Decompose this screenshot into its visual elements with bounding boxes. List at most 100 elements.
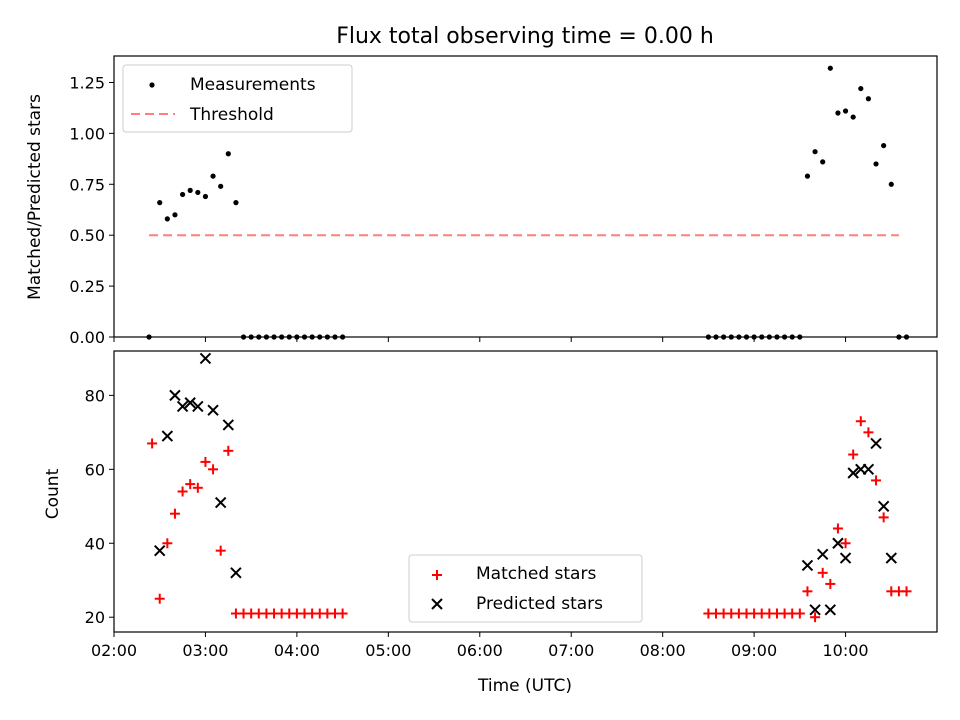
cross-b [877,500,890,512]
measurement-point [888,181,894,187]
measurement-point [248,334,254,340]
measurement-point [301,334,308,340]
cross-b [824,604,837,616]
measurement-point [172,212,178,218]
measurement-point [294,334,300,340]
cross-b [214,496,227,509]
matched-star-point [169,508,180,519]
measurement-point [835,110,841,116]
measurement-point [896,334,902,340]
predicted-star-point [824,604,837,616]
predicted-star-point [885,552,897,564]
x-tick-label: 03:00 [182,641,228,660]
cross-b [154,544,166,557]
predicted-star-point [199,352,212,365]
predicted-star-point [230,567,242,579]
predicted-star-point [862,463,875,476]
cross-b [207,404,219,416]
bottom-y-tick-label: 20 [85,608,105,627]
bottom-legend-box [408,554,643,623]
x-tick-label: 08:00 [640,641,686,660]
measurement-point [179,191,186,198]
top-legend-box [122,64,353,133]
bottom-y-tick-label: 60 [85,460,105,479]
predicted-star-point [832,537,844,549]
measurement-point [766,334,772,340]
predicted-star-point [801,559,814,572]
measurement-point [705,334,711,340]
measurement-point [789,334,795,340]
matched-star-point [200,456,211,467]
matched-star-point [901,586,912,597]
measurement-point [797,334,803,340]
measurement-point [903,334,910,340]
matched-star-point [825,578,836,589]
cross-b [230,567,242,579]
x-tick-label: 09:00 [731,641,777,660]
bottom-series-marks [147,352,912,623]
top-plot-frame [113,55,938,338]
matched-star-point [192,482,203,493]
top-plot-area: 0.00 0.25 0.50 0.75 1.00 1.25 [69,55,938,347]
measurement-point [751,334,757,340]
measurement-point [850,114,856,120]
legend-predicted-marker [431,598,443,610]
measurement-point [332,334,338,340]
predicted-star-point [207,404,219,416]
predicted-star-point [847,467,859,479]
x-axis-label: Time (UTC) [477,676,572,696]
predicted-star-point [839,552,852,564]
measurement-point [164,216,170,222]
predicted-star-point [154,544,166,557]
cross-b [431,598,443,610]
measurement-point [146,334,152,340]
measurement-point [225,151,231,157]
cross-b [847,467,859,479]
measurement-point [759,334,765,340]
measurement-point [240,334,247,340]
cross-b [816,548,829,561]
matched-star-point [848,449,859,460]
x-tick-label: 04:00 [274,641,320,660]
matched-star-point [208,464,219,475]
measurement-point [873,161,879,167]
matched-star-point [185,479,196,490]
cross-b [184,397,196,409]
measurement-point [218,183,224,189]
predicted-star-point [809,604,821,616]
matched-star-point [832,523,843,534]
measurement-point [812,149,818,155]
cross-b [862,463,875,476]
top-y-tick-label: 0.00 [69,328,105,347]
bottom-y-tick-label: 40 [85,534,105,553]
predicted-star-point [222,419,235,431]
legend-label-threshold: Threshold [189,105,274,125]
measurement-point [210,173,216,179]
measurement-point [233,200,239,206]
measurement-point [187,187,193,193]
legend-measurement-marker [149,82,155,88]
measurement-point [736,334,742,340]
measurement-point [820,159,826,165]
legend-label-measurements: Measurements [190,75,316,95]
matched-star-point [794,608,805,619]
cross-b [161,430,174,442]
measurement-point [157,200,163,206]
measurement-point [781,334,788,340]
measurement-point [865,96,872,102]
top-series-marks [146,65,910,340]
top-y-axis-label: Matched/Predicted stars [25,94,45,300]
cross-b [199,352,212,365]
cross-b [809,604,821,616]
legend-matched-marker [432,570,442,580]
cross-b [222,419,235,431]
predicted-star-point [192,400,204,413]
measurement-point [309,334,315,340]
bottom-plot-frame [113,350,938,633]
top-legend: Measurements Threshold [122,64,353,133]
chart-title: Flux total observing time = 0.00 h [336,24,714,49]
x-tick-label: 10:00 [823,641,869,660]
measurement-point [202,193,209,200]
measurement-point [827,65,833,71]
matched-star-point [337,608,348,619]
